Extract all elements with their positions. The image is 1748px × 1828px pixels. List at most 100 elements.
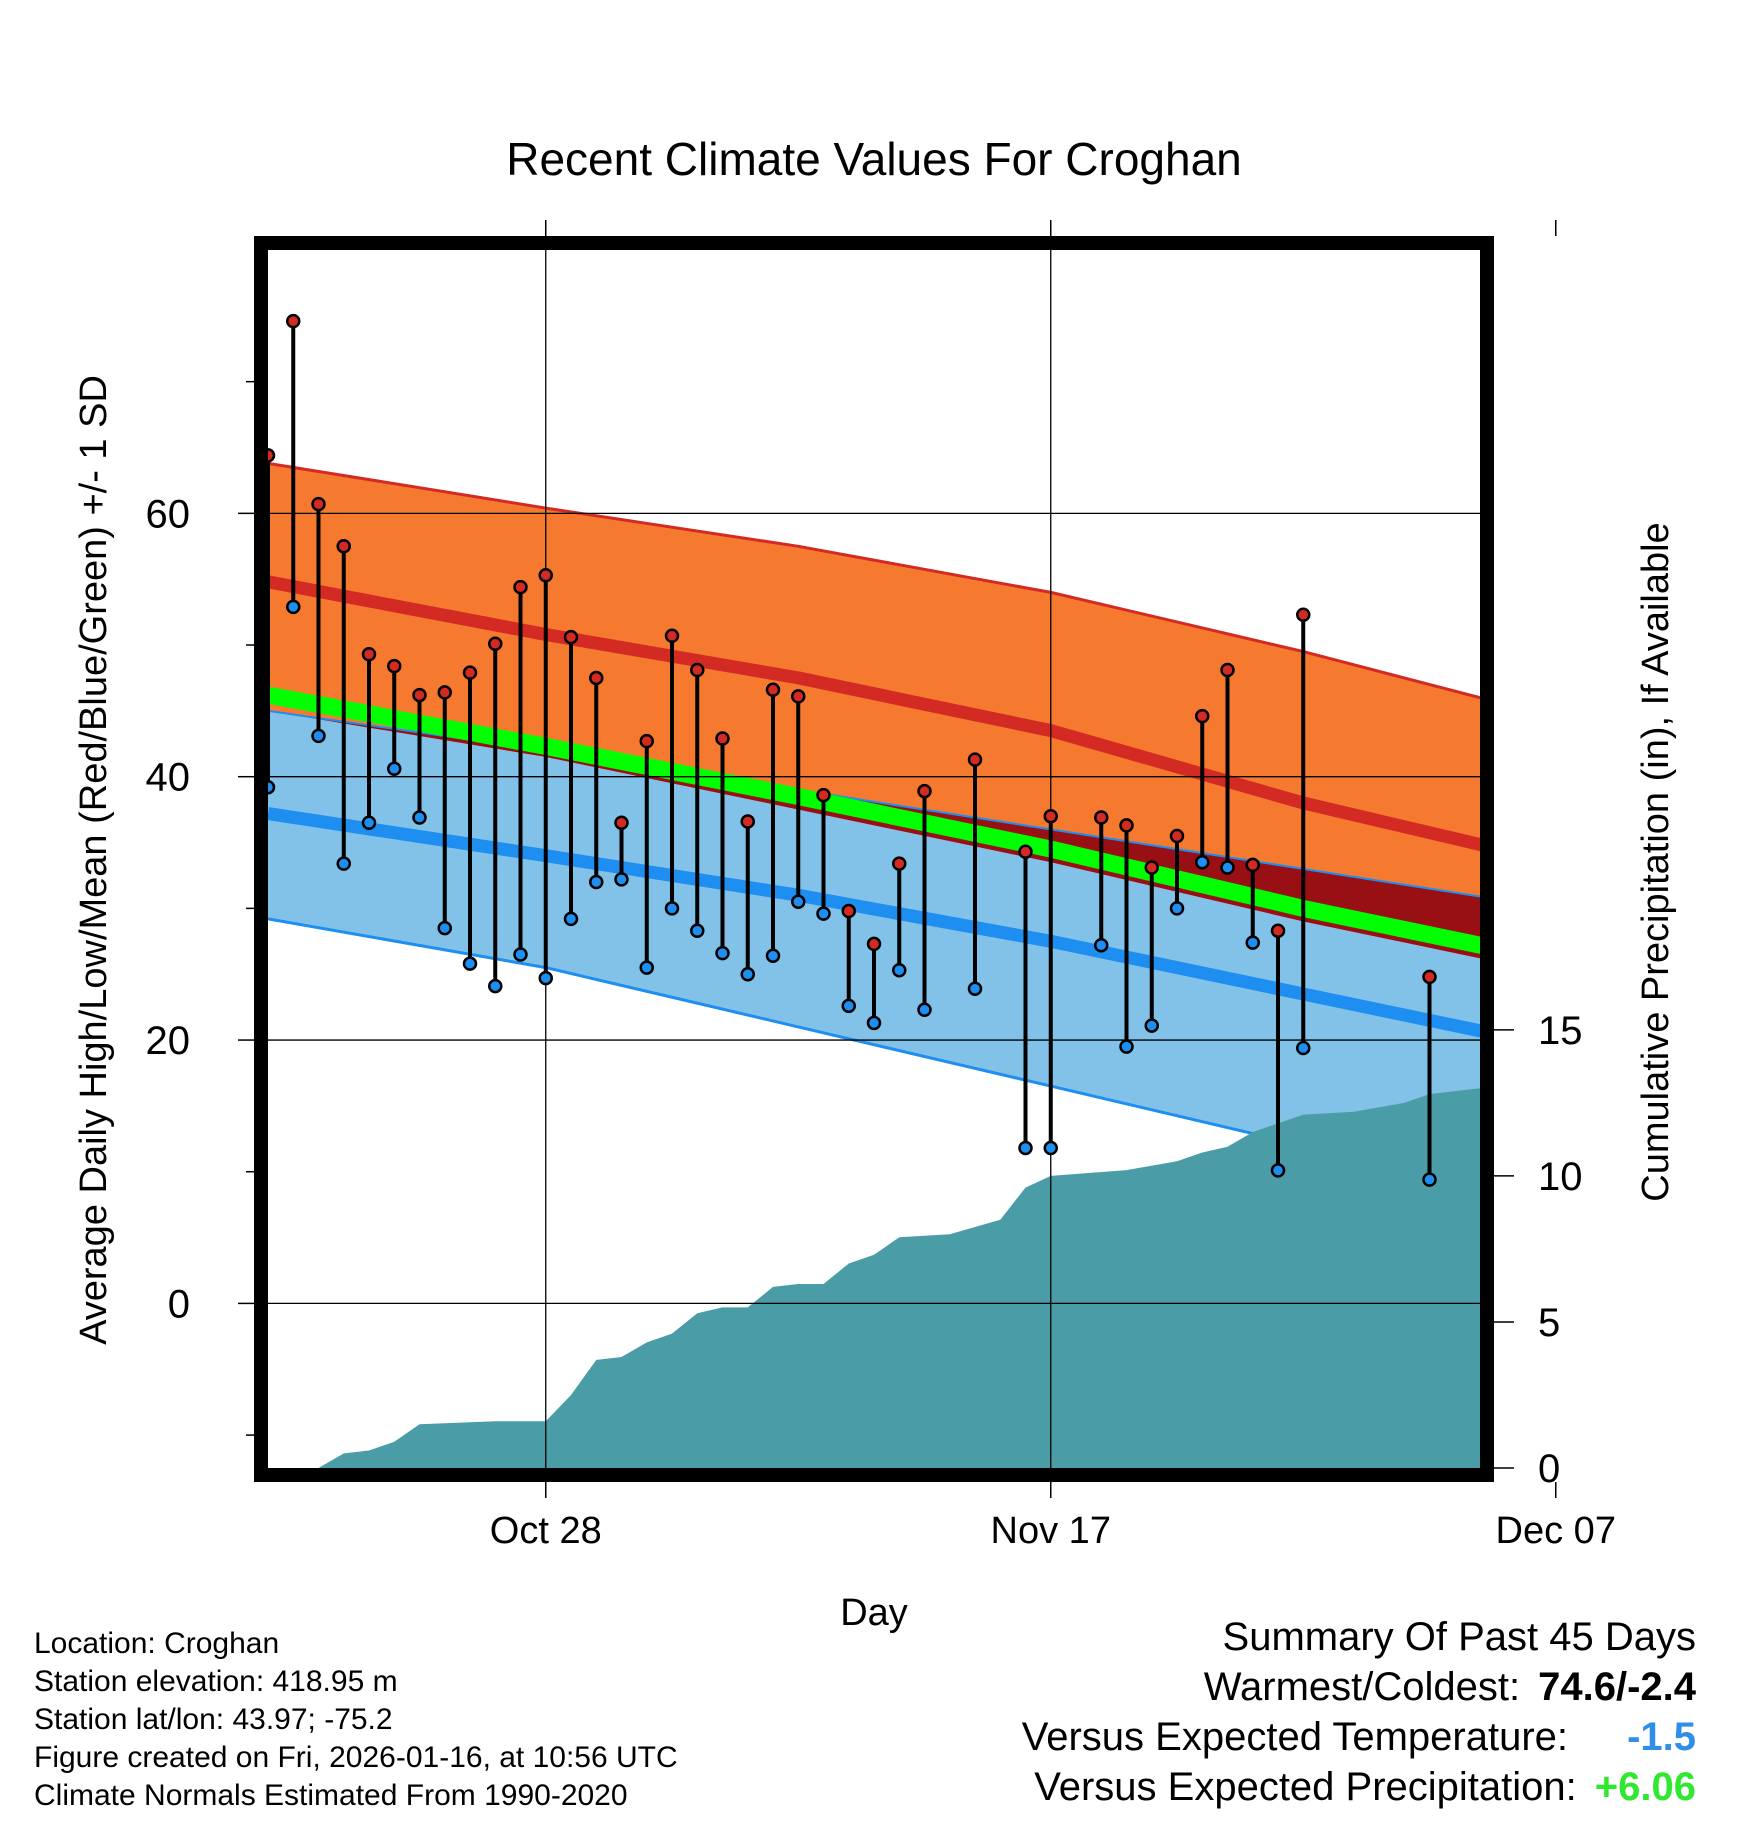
x-axis-label: Day <box>840 1592 908 1634</box>
daily-high-point <box>1296 607 1311 622</box>
daily-high-point <box>412 687 427 703</box>
daily-low-point <box>1220 860 1235 875</box>
daily-high-point <box>1094 810 1109 825</box>
elevation-text: Station elevation: 418.95 m <box>34 1665 398 1698</box>
daily-high-point <box>589 670 604 686</box>
daily-high-point <box>462 665 478 680</box>
y-tick-label: 20 <box>146 1019 191 1063</box>
daily-high-point <box>538 567 553 583</box>
y2-tick-label: 5 <box>1538 1301 1560 1345</box>
low-lower-edge <box>268 917 1480 1189</box>
daily-low-point <box>513 947 528 962</box>
daily-high-point <box>967 752 983 767</box>
daily-high-point <box>437 685 452 700</box>
daily-low-point <box>614 872 629 887</box>
daily-low-point <box>286 599 301 615</box>
daily-low-point <box>412 810 427 825</box>
daily-high-point <box>361 646 377 662</box>
daily-low-point <box>1144 1018 1159 1033</box>
daily-high-point <box>1195 708 1210 724</box>
created-text: Figure created on Fri, 2026-01-16, at 10… <box>34 1741 678 1774</box>
daily-low-point <box>917 1002 932 1018</box>
summary-panel: Summary Of Past 45 Days Warmest/Coldest:… <box>1022 1612 1696 1812</box>
daily-high-point <box>286 313 301 329</box>
daily-high-point <box>841 903 856 919</box>
daily-high-point <box>1043 808 1058 824</box>
daily-low-point <box>589 874 604 890</box>
daily-low-point <box>690 923 705 939</box>
high-sd-band <box>268 463 1480 897</box>
location-text: Location: Croghan <box>34 1627 280 1660</box>
daily-low-point <box>488 978 503 994</box>
x-tick-label: Nov 17 <box>991 1510 1111 1552</box>
daily-high-point <box>268 448 276 463</box>
x-tick-label: Dec 07 <box>1496 1510 1616 1552</box>
daily-high-point <box>892 856 907 871</box>
daily-low-point <box>841 998 856 1014</box>
daily-high-point <box>614 815 629 831</box>
daily-high-point <box>1119 818 1134 833</box>
daily-low-point <box>437 920 452 936</box>
daily-high-point <box>740 814 755 829</box>
normals-text: Climate Normals Estimated From 1990-2020 <box>34 1779 628 1812</box>
y2-axis-label: Cumulative Precipitation (in), If Availa… <box>1635 522 1677 1201</box>
daily-low-point <box>538 970 553 986</box>
daily-low-point <box>639 960 654 975</box>
daily-low-point <box>715 945 730 961</box>
daily-low-point <box>563 911 579 927</box>
y-tick-label: 0 <box>168 1282 190 1326</box>
daily-high-point <box>791 689 806 704</box>
daily-low-point <box>336 856 351 871</box>
daily-high-point <box>336 539 351 554</box>
daily-high-point <box>1220 662 1235 678</box>
summary-title: Summary Of Past 45 Days <box>1222 1615 1696 1659</box>
daily-high-point <box>1144 860 1159 875</box>
station-info: Location: Croghan Station elevation: 418… <box>34 1625 678 1815</box>
normal-high-line <box>268 575 1480 852</box>
summary-temp-row: Versus Expected Temperature: -1.5 <box>1022 1712 1696 1762</box>
daily-high-point <box>917 783 932 799</box>
daily-low-point <box>1169 901 1185 916</box>
daily-high-point <box>311 496 326 512</box>
precip-area <box>318 1088 1480 1468</box>
temp-label: Versus Expected Temperature: <box>1021 1715 1568 1759</box>
daily-low-point <box>1270 1163 1286 1178</box>
daily-low-point <box>967 981 983 996</box>
plot-content <box>268 250 1480 1468</box>
daily-low-point <box>387 761 402 777</box>
daily-low-point <box>791 894 806 910</box>
y-axis-label: Average Daily High/Low/Mean (Red/Blue/Gr… <box>73 375 115 1345</box>
daily-high-point <box>866 936 882 952</box>
daily-high-point <box>488 636 503 651</box>
y2-tick-label: 0 <box>1538 1447 1560 1491</box>
daily-low-point <box>664 901 680 916</box>
daily-high-point <box>513 579 528 595</box>
y2-tick-label: 10 <box>1538 1155 1583 1199</box>
daily-low-point <box>311 728 326 744</box>
daily-low-point <box>1119 1039 1134 1054</box>
daily-high-point <box>1422 969 1437 985</box>
normal-low-line <box>268 807 1480 1038</box>
daily-high-point <box>563 629 579 645</box>
warmest-label: Warmest/Coldest: <box>1203 1665 1521 1709</box>
y-tick-label: 40 <box>146 756 191 800</box>
plot-frame <box>254 236 1494 1482</box>
precip-value: +6.06 <box>1594 1765 1696 1809</box>
daily-low-point <box>1018 1140 1033 1156</box>
daily-low-point <box>1296 1040 1311 1056</box>
daily-low-point <box>1422 1172 1437 1187</box>
daily-low-point <box>1094 937 1109 953</box>
temp-value: -1.5 <box>1627 1715 1696 1759</box>
daily-low-point <box>1195 855 1210 870</box>
y-tick-label: 60 <box>146 492 191 536</box>
daily-high-point <box>639 733 654 749</box>
daily-low-point <box>361 815 377 831</box>
precip-label: Versus Expected Precipitation: <box>1034 1765 1577 1809</box>
daily-low-point <box>462 956 478 971</box>
daily-high-point <box>1270 923 1286 939</box>
daily-low-point <box>740 966 755 982</box>
daily-high-point <box>664 628 680 644</box>
daily-high-point <box>1169 828 1185 844</box>
